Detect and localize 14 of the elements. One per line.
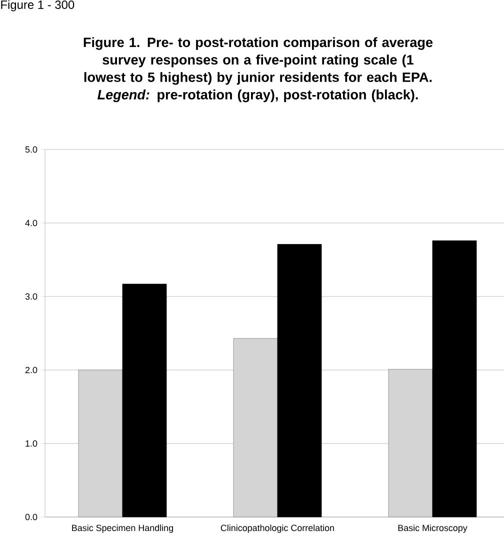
y-tick-label: 4.0 [25, 220, 38, 226]
bar [277, 244, 322, 518]
bar [432, 240, 477, 518]
y-tick-label: 3.0 [25, 293, 38, 300]
x-tick-label: Clinicopathologic Correlation [220, 524, 334, 533]
bar [122, 284, 167, 518]
chart-title: Figure 1. Pre- to post-rotation comparison of average survey responses on a five-point rating scale (1 lowest to 5 highest) by junior residents for each EPA. Legend: pre-rotation (gray), post-rotation (black). [84, 37, 433, 102]
x-tick-label: Basic Microscopy [398, 524, 468, 533]
y-tick-label: 1.0 [26, 440, 38, 447]
caption: Figure 1 - 300 [1, 0, 74, 12]
y-tick-label: 5.0 [25, 146, 38, 153]
x-tick-label: Basic Specimen Handling [72, 524, 173, 533]
y-tick-label: 0.0 [25, 514, 38, 520]
y-tick-label: 2.0 [25, 366, 38, 374]
